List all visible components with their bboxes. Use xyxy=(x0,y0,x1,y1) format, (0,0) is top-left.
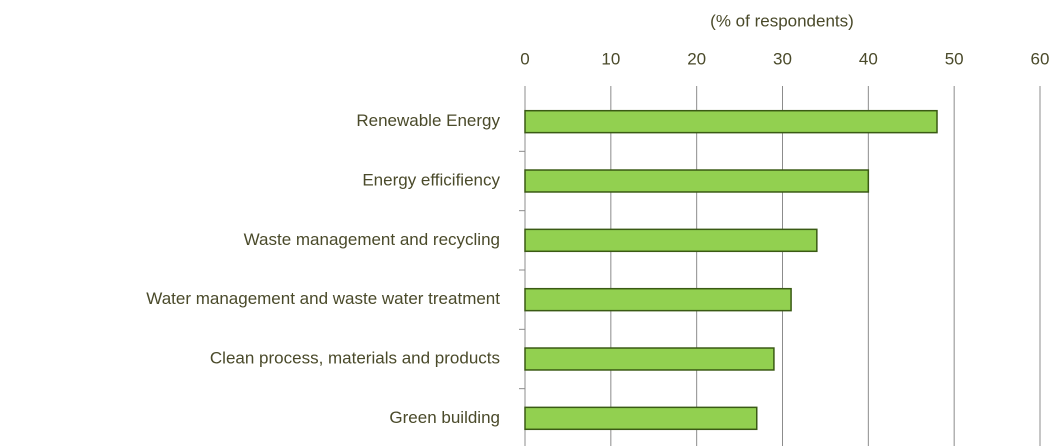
bar xyxy=(524,169,870,193)
x-tick-label: 0 xyxy=(520,49,529,68)
y-tick-label: Energy efficifiency xyxy=(362,170,500,189)
x-tick-label: 50 xyxy=(945,49,964,68)
y-tick-label: Clean process, materials and products xyxy=(210,348,500,367)
x-tick-label: 20 xyxy=(687,49,706,68)
y-tick-label: Renewable Energy xyxy=(356,111,500,130)
x-tick-label: 30 xyxy=(773,49,792,68)
x-tick-label: 60 xyxy=(1031,49,1050,68)
bar xyxy=(524,228,818,253)
bar xyxy=(524,109,938,134)
bar xyxy=(524,347,775,371)
axis-label: (% of respondents) xyxy=(710,11,854,30)
x-tick-label: 10 xyxy=(601,49,620,68)
bar xyxy=(524,287,792,312)
bar xyxy=(524,406,758,431)
x-tick-label: 40 xyxy=(859,49,878,68)
y-tick-label: Waste management and recycling xyxy=(244,230,500,249)
y-tick-label: Green building xyxy=(389,408,500,427)
y-tick-label: Water management and waste water treatme… xyxy=(146,289,500,308)
